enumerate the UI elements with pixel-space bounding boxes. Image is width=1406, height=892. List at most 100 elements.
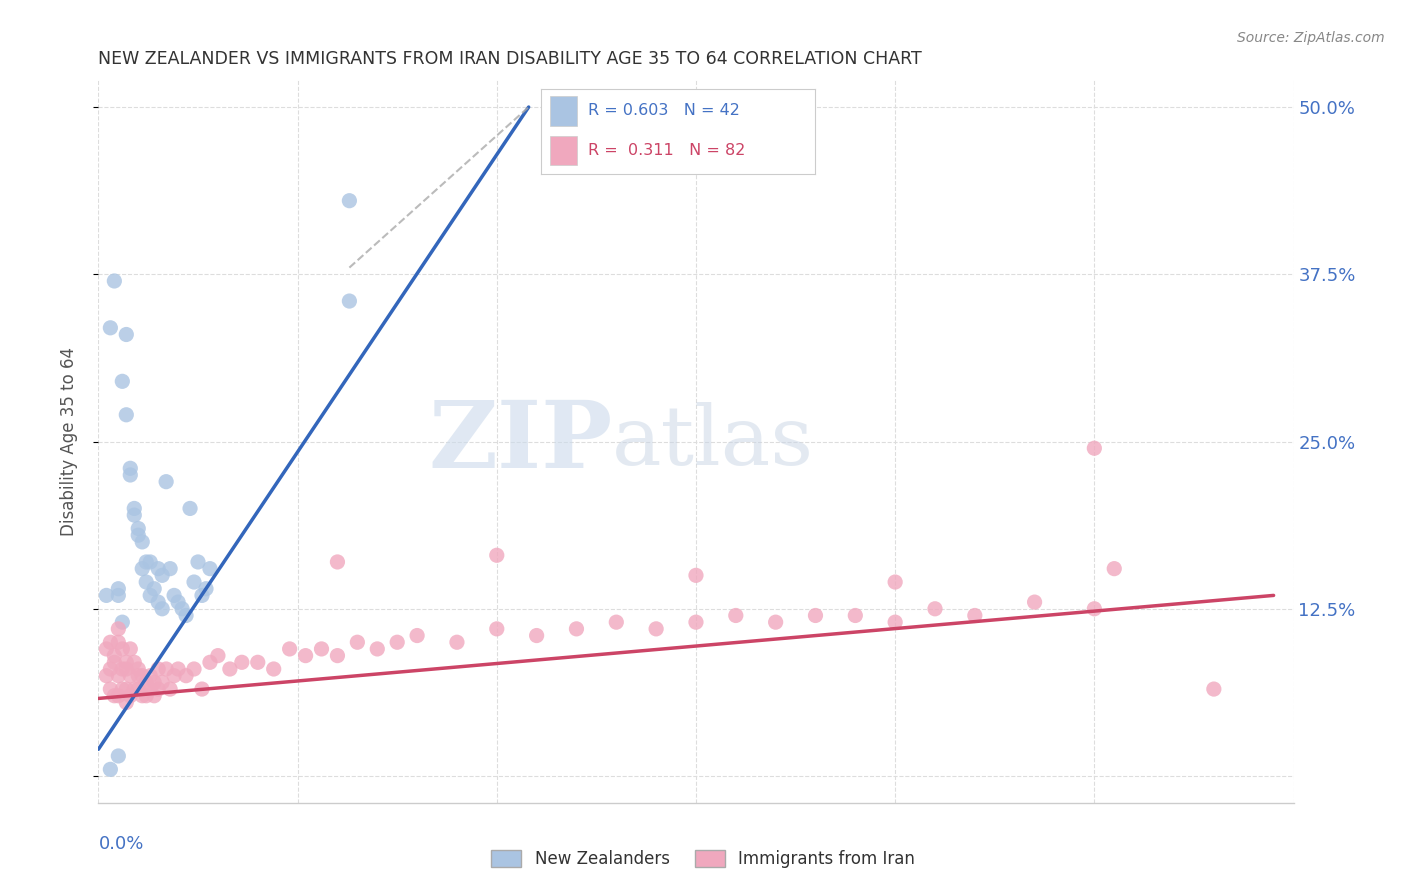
Point bbox=[167, 595, 190, 609]
Point bbox=[179, 501, 201, 516]
Point bbox=[187, 555, 209, 569]
Point bbox=[131, 562, 153, 576]
Point bbox=[111, 375, 134, 389]
Point bbox=[143, 675, 166, 690]
Point bbox=[103, 274, 125, 288]
Point bbox=[139, 555, 162, 569]
Point bbox=[191, 589, 214, 603]
Point bbox=[385, 635, 409, 649]
Point bbox=[131, 535, 153, 549]
Point bbox=[115, 327, 138, 342]
Point bbox=[163, 669, 186, 683]
Point bbox=[526, 629, 548, 643]
Point bbox=[135, 675, 157, 690]
Point bbox=[446, 635, 468, 649]
Point bbox=[131, 689, 153, 703]
Point bbox=[231, 655, 253, 669]
Point bbox=[246, 655, 269, 669]
Point bbox=[326, 555, 349, 569]
Point bbox=[98, 681, 122, 696]
Point bbox=[167, 662, 190, 676]
Y-axis label: Disability Age 35 to 64: Disability Age 35 to 64 bbox=[59, 347, 77, 536]
Point bbox=[120, 642, 142, 657]
Point bbox=[143, 582, 166, 596]
Point bbox=[127, 669, 149, 683]
Point bbox=[115, 408, 138, 422]
Text: R =  0.311   N = 82: R = 0.311 N = 82 bbox=[588, 143, 745, 158]
Point bbox=[127, 662, 149, 676]
Point bbox=[103, 648, 125, 663]
Point bbox=[107, 589, 129, 603]
Point bbox=[107, 749, 129, 764]
Point bbox=[124, 501, 146, 516]
Point bbox=[804, 608, 827, 623]
Point bbox=[605, 615, 627, 630]
Point bbox=[98, 762, 122, 776]
Point bbox=[294, 648, 316, 663]
Point bbox=[96, 589, 118, 603]
Point bbox=[107, 669, 129, 683]
Point bbox=[844, 608, 866, 623]
Point bbox=[1104, 562, 1126, 576]
Point bbox=[207, 648, 229, 663]
Point bbox=[219, 662, 242, 676]
Point bbox=[148, 595, 170, 609]
Point bbox=[98, 635, 122, 649]
Point bbox=[1202, 681, 1225, 696]
Point bbox=[107, 582, 129, 596]
Point bbox=[685, 615, 707, 630]
Point bbox=[172, 602, 194, 616]
Point bbox=[485, 622, 508, 636]
Point bbox=[111, 642, 134, 657]
Point bbox=[924, 602, 946, 616]
Point bbox=[124, 681, 146, 696]
Point bbox=[120, 689, 142, 703]
Point bbox=[155, 662, 177, 676]
Point bbox=[278, 642, 301, 657]
Point bbox=[159, 681, 181, 696]
Point bbox=[103, 655, 125, 669]
Point bbox=[645, 622, 668, 636]
Point bbox=[131, 669, 153, 683]
Point bbox=[143, 689, 166, 703]
Point bbox=[685, 568, 707, 582]
Point bbox=[115, 681, 138, 696]
Point bbox=[198, 562, 221, 576]
Text: ZIP: ZIP bbox=[427, 397, 613, 486]
Point bbox=[1083, 602, 1105, 616]
Text: NEW ZEALANDER VS IMMIGRANTS FROM IRAN DISABILITY AGE 35 TO 64 CORRELATION CHART: NEW ZEALANDER VS IMMIGRANTS FROM IRAN DI… bbox=[98, 50, 922, 68]
Point bbox=[127, 528, 149, 542]
Point bbox=[174, 669, 197, 683]
FancyBboxPatch shape bbox=[550, 136, 576, 165]
Point bbox=[98, 662, 122, 676]
Point bbox=[98, 320, 122, 334]
Point bbox=[111, 615, 134, 630]
Point bbox=[96, 642, 118, 657]
Point bbox=[311, 642, 333, 657]
FancyBboxPatch shape bbox=[550, 96, 576, 126]
Point bbox=[565, 622, 588, 636]
Point bbox=[195, 582, 218, 596]
Point bbox=[111, 681, 134, 696]
Point bbox=[1024, 595, 1046, 609]
Point bbox=[139, 589, 162, 603]
Point bbox=[107, 689, 129, 703]
Point bbox=[127, 681, 149, 696]
Point bbox=[115, 655, 138, 669]
Point bbox=[1083, 442, 1105, 455]
Point bbox=[135, 689, 157, 703]
Point bbox=[120, 467, 142, 482]
Point bbox=[127, 521, 149, 535]
Point bbox=[124, 508, 146, 523]
Point bbox=[406, 629, 429, 643]
Point bbox=[120, 669, 142, 683]
Point bbox=[346, 635, 368, 649]
Point bbox=[150, 568, 173, 582]
Point bbox=[135, 555, 157, 569]
Point bbox=[148, 681, 170, 696]
Point bbox=[148, 562, 170, 576]
Point bbox=[884, 575, 907, 590]
Point bbox=[326, 648, 349, 663]
Point bbox=[765, 615, 787, 630]
Point bbox=[150, 602, 173, 616]
